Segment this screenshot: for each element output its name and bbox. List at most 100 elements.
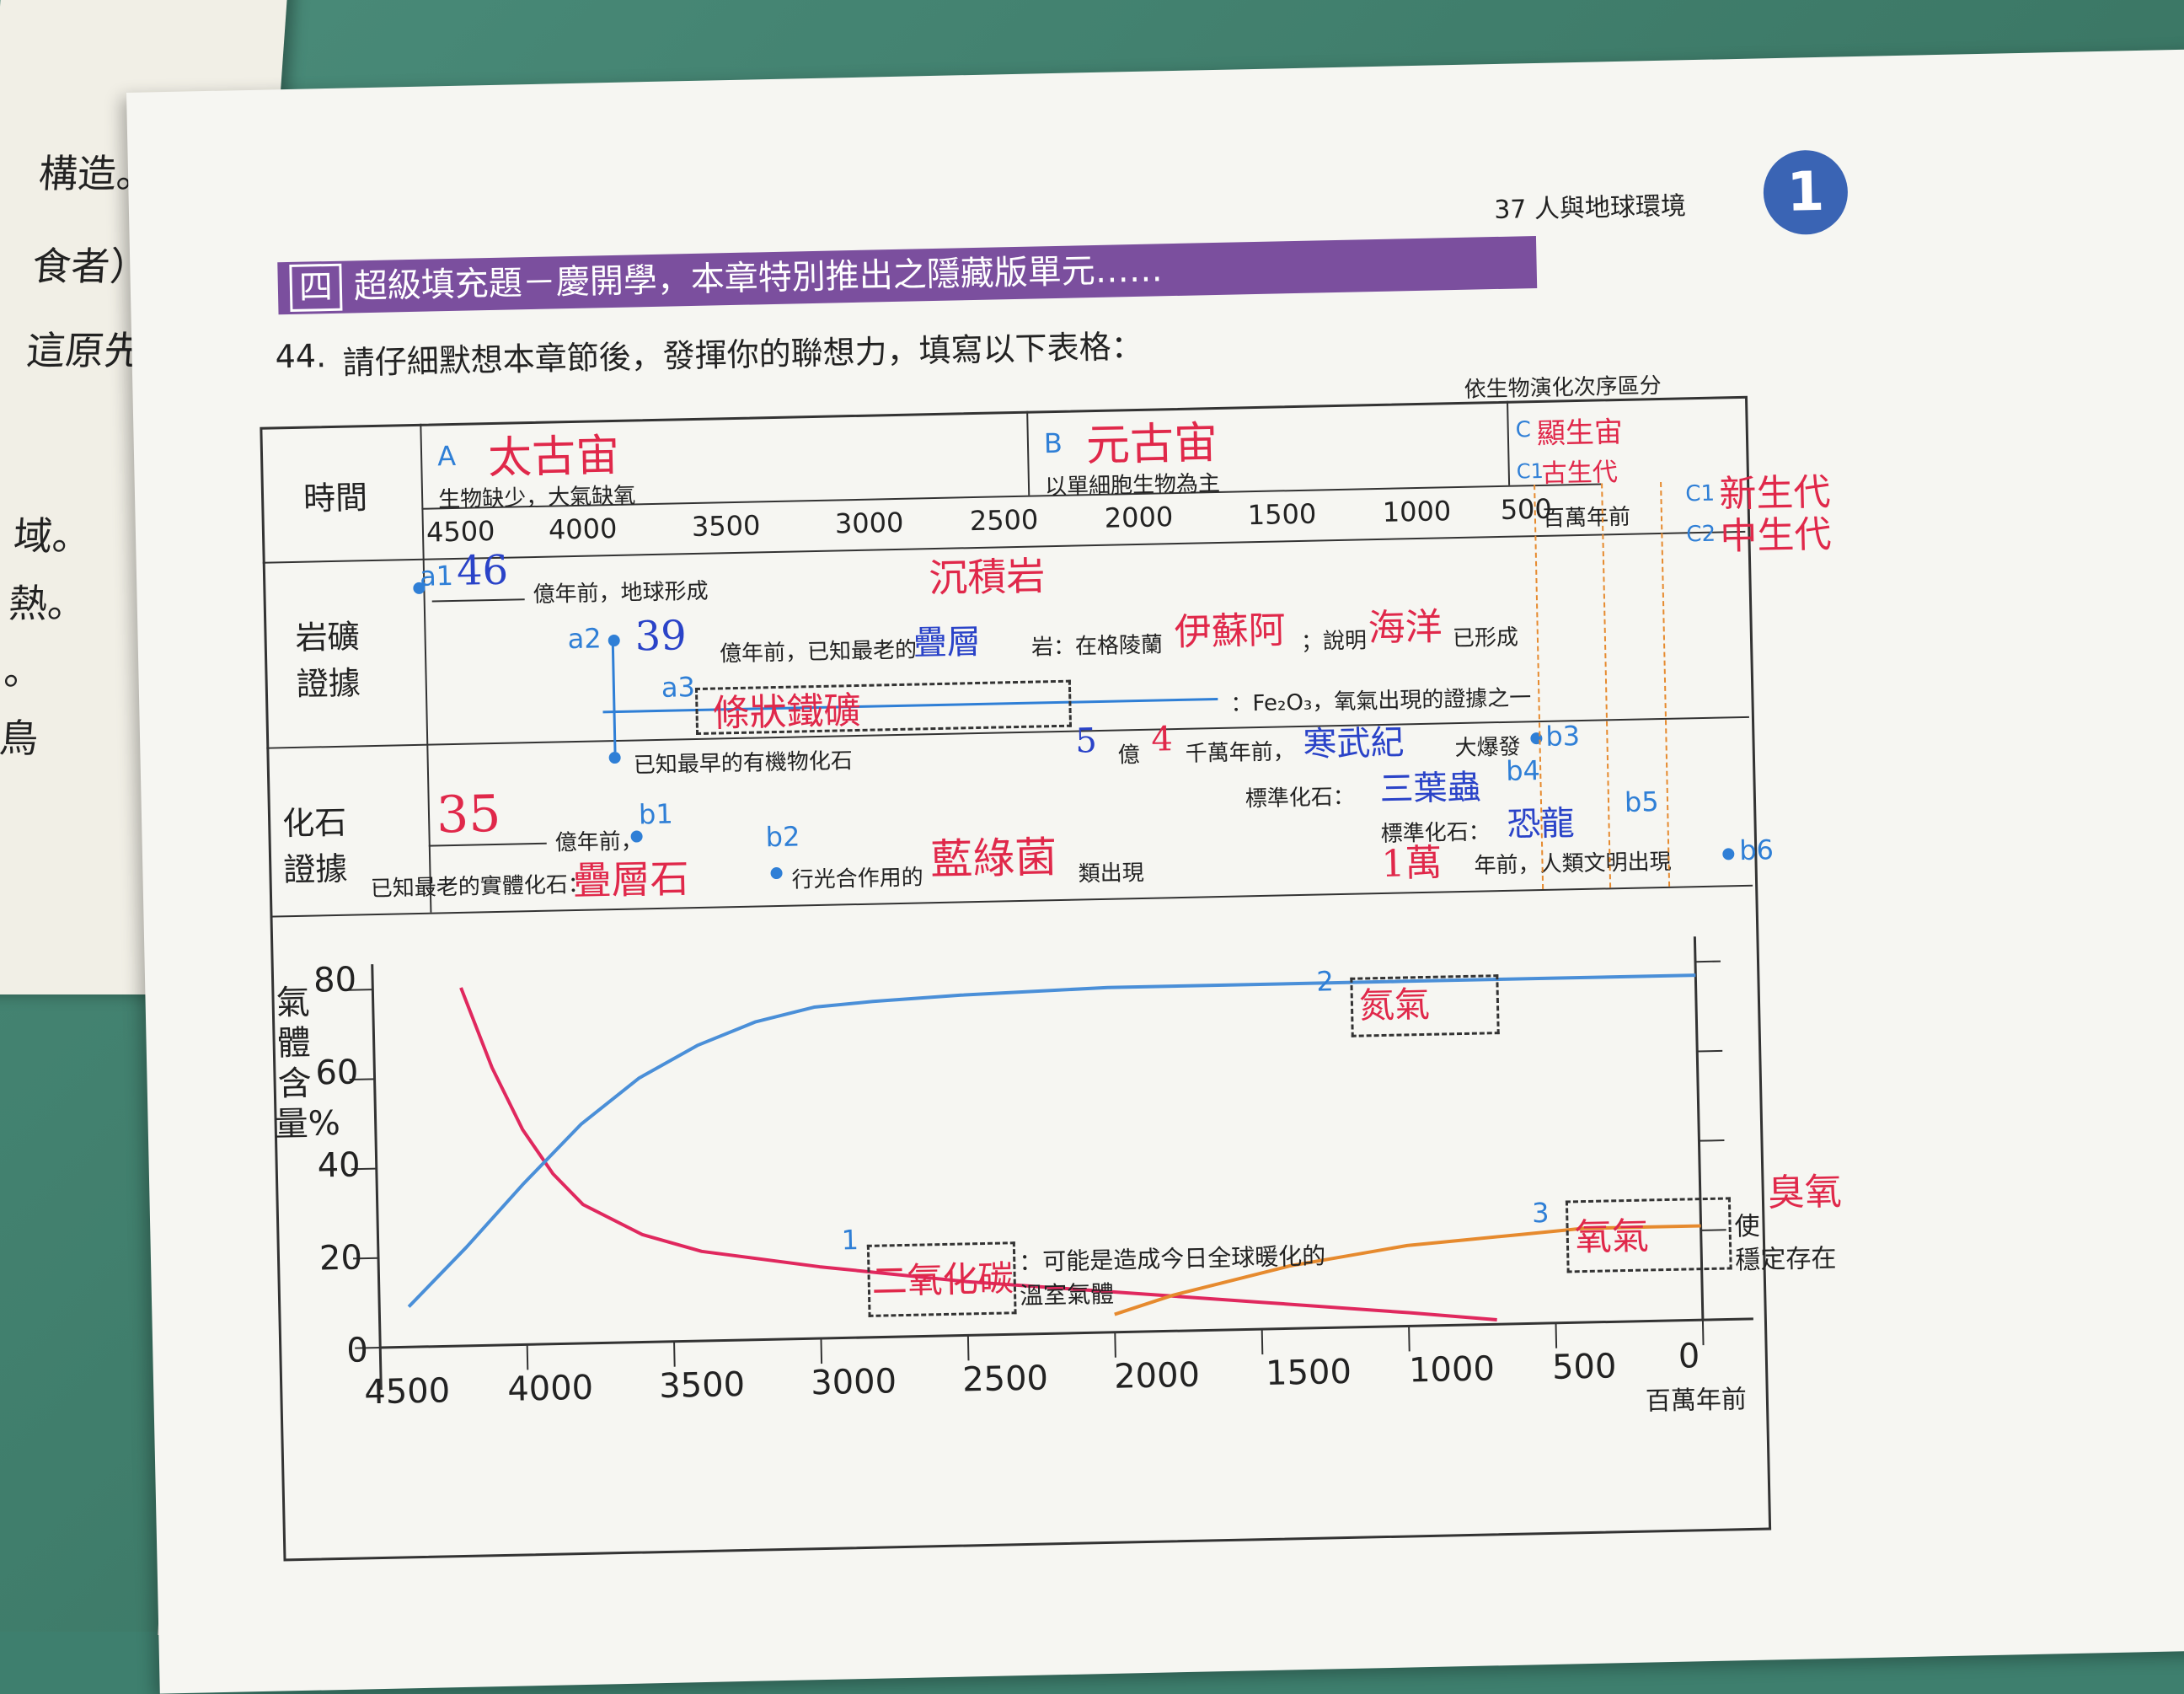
- item-key: b6: [1738, 834, 1774, 867]
- series-key: 2: [1315, 965, 1335, 998]
- time-tick-label: 4000: [548, 512, 618, 546]
- era-key: C: [1515, 417, 1532, 443]
- era-answer: 太古宙: [487, 430, 620, 485]
- text-o2: 使: [1734, 1211, 1760, 1242]
- item-key: a1: [419, 560, 454, 592]
- answer-note: 沉積岩: [928, 553, 1046, 602]
- era-answer: 顯生宙: [1536, 415, 1624, 452]
- label-b1: 已知最老的實體化石：: [370, 871, 591, 903]
- text-a2: 億年前，已知最老的: [719, 637, 918, 667]
- item-key: a2: [567, 622, 602, 656]
- series-key: 1: [841, 1224, 859, 1257]
- label-b4: 標準化石：: [1245, 784, 1356, 812]
- text-b2: 類出現: [1078, 860, 1144, 887]
- answer-b1-fossil: 疊層石: [572, 855, 690, 904]
- x-tick: [526, 1344, 529, 1370]
- answer-b1: 35: [436, 784, 502, 845]
- x-tick-label: 3500: [658, 1364, 746, 1407]
- text-co2: ：可能是造成今日全球暖化的溫室氣體: [1018, 1241, 1326, 1311]
- y-tick-right: [1702, 1318, 1728, 1321]
- text-a2: 岩：在格陵蘭: [1030, 632, 1164, 661]
- gas-content-chart: [347, 936, 1753, 1391]
- answer-a2-ocean: 海洋: [1368, 605, 1443, 651]
- x-tick: [1555, 1322, 1558, 1348]
- answer-b3: 4: [1150, 720, 1174, 759]
- answer-a2: 39: [634, 612, 688, 661]
- x-tick: [1408, 1326, 1410, 1352]
- era-key: C1: [1516, 458, 1544, 484]
- y-axis: [371, 964, 383, 1391]
- x-tick-label: 1500: [1265, 1352, 1352, 1394]
- page-title: 37 人與地球環境: [1493, 191, 1687, 226]
- text-a3: ：Fe₂O₃，氧氣出現的證據之一: [1230, 685, 1532, 717]
- row-label-fossil: 化石證據: [281, 803, 348, 889]
- text-a2: 已形成: [1452, 625, 1519, 652]
- chart-ylabel: 氣體含量%: [274, 983, 341, 1145]
- chapter-badge: 1: [1762, 149, 1849, 236]
- time-tick-label: 3500: [691, 509, 761, 544]
- x-tick: [1701, 1320, 1705, 1346]
- y-tick-label: 80: [313, 960, 357, 1000]
- answer-b3: 5: [1074, 721, 1098, 761]
- text-b6: 年前，人類文明出現: [1474, 849, 1672, 879]
- text-b3: 千萬年前，: [1185, 739, 1296, 767]
- era-desc: 以單細胞生物為主: [1044, 470, 1221, 501]
- x-tick: [820, 1338, 823, 1364]
- question-text: 請仔細默想本章節後，發揮你的聯想力，填寫以下表格：: [342, 327, 1144, 382]
- time-tick-label: 2500: [969, 503, 1039, 538]
- text-o2: 穩定存在: [1735, 1243, 1837, 1276]
- x-tick: [1261, 1329, 1264, 1355]
- item-key: b5: [1624, 785, 1660, 818]
- y-tick: [351, 1167, 377, 1171]
- time-tick-label: 1500: [1247, 497, 1317, 532]
- y-tick-right: [1697, 1049, 1723, 1053]
- series-line: [1114, 1224, 1701, 1316]
- y-tick: [349, 1078, 375, 1080]
- x-tick-label: 3000: [810, 1362, 897, 1403]
- x-axis: [380, 1317, 1753, 1349]
- y-tick-label: 40: [317, 1145, 361, 1186]
- row-label-rock: 岩礦證據: [295, 618, 361, 703]
- item-key: b2: [765, 820, 800, 854]
- x-tick-label: 500: [1551, 1347, 1617, 1387]
- y-tick-label: 60: [314, 1053, 359, 1093]
- y-tick-label: 20: [318, 1238, 363, 1279]
- time-unit: 百萬年前: [1542, 504, 1631, 532]
- item-key: b4: [1505, 754, 1541, 787]
- x-tick: [966, 1335, 970, 1361]
- chart-xlabel: 百萬年前: [1645, 1385, 1748, 1417]
- item-key: b1: [638, 797, 674, 831]
- section-title: 超級填充題－慶開學，本章特別推出之隱藏版單元……: [353, 250, 1164, 307]
- text-a2: ；說明: [1300, 628, 1368, 655]
- x-tick: [673, 1341, 676, 1367]
- answer-ozone: 臭氧: [1767, 1170, 1843, 1215]
- time-tick-label: 4500: [426, 514, 495, 549]
- series-line: [459, 987, 1497, 1321]
- x-tick-label: 0: [1678, 1337, 1700, 1376]
- side-key: C1: [1685, 480, 1716, 507]
- x-tick-label: 1000: [1408, 1349, 1496, 1391]
- answer-b4: 三葉蟲: [1379, 768, 1482, 810]
- y-tick-label: 0: [345, 1331, 369, 1370]
- time-tick-label: 1000: [1382, 495, 1452, 528]
- answer-a2-rock: 疊層: [913, 622, 982, 663]
- y-tick-right: [1699, 1139, 1725, 1142]
- section-banner: 四超級填充題－慶開學，本章特別推出之隱藏版單元……: [277, 236, 1538, 315]
- era-answer: 古生代: [1541, 458, 1619, 489]
- answer-b2: 藍綠菌: [929, 833, 1057, 885]
- left-page-line: 鳥: [0, 716, 40, 761]
- answer-b3-period: 寒武紀: [1303, 723, 1405, 764]
- x-tick: [1114, 1332, 1116, 1358]
- y-tick: [347, 989, 373, 991]
- answer-a2-place: 伊蘇阿: [1174, 608, 1287, 655]
- left-page-line: 。: [3, 648, 45, 694]
- series-key: 3: [1531, 1196, 1550, 1230]
- x-tick-label: 4500: [363, 1371, 451, 1413]
- time-tick-label: 3000: [834, 506, 904, 540]
- x-tick: [379, 1347, 382, 1374]
- answer-n2: 氮氣: [1358, 983, 1431, 1027]
- era-key: A: [436, 439, 457, 473]
- left-page-line: 域。: [12, 513, 93, 559]
- era-desc: 生物缺少，大氣缺氧: [437, 483, 636, 513]
- right-axis: [1693, 936, 1705, 1321]
